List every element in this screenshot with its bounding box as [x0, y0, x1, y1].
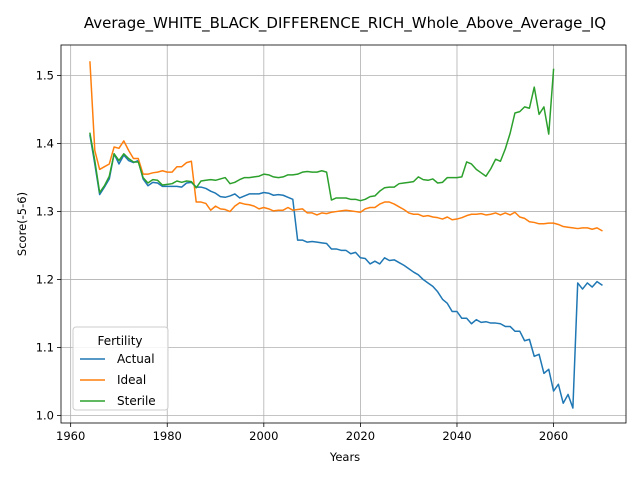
series-line-actual [89, 134, 603, 409]
x-tick-label: 1960 [56, 429, 85, 443]
y-tick-label: 1.1 [36, 341, 54, 355]
x-tick-label: 2020 [346, 429, 375, 443]
series-line-sterile [89, 68, 555, 202]
y-tick-label: 1.0 [36, 409, 54, 423]
axis-ticks: 1960 1980 2000 2020 2040 2060 1.0 1.1 1.2 1.3 1.4 1… [36, 69, 569, 443]
x-tick-label: 2040 [442, 429, 471, 443]
x-tick-label: 1980 [153, 429, 182, 443]
x-axis-label: Years [329, 450, 360, 464]
series-line-ideal [89, 61, 603, 232]
legend-label-actual: Actual [117, 352, 155, 366]
legend-label-ideal: Ideal [117, 373, 146, 387]
y-tick-label: 1.2 [36, 273, 54, 287]
y-tick-label: 1.4 [36, 137, 54, 151]
x-tick-label: 2000 [249, 429, 278, 443]
legend: Fertility Actual Ideal Sterile [72, 326, 169, 411]
legend-label-sterile: Sterile [117, 394, 156, 408]
y-tick-label: 1.3 [36, 205, 54, 219]
chart-title: Average_WHITE_BLACK_DIFFERENCE_RICH_Whol… [84, 14, 606, 33]
series-layer [89, 61, 603, 409]
legend-title: Fertility [97, 334, 142, 348]
y-tick-label: 1.5 [36, 69, 54, 83]
x-tick-label: 2060 [539, 429, 568, 443]
y-axis-label: Score(-5-6) [15, 192, 29, 256]
legend-box [72, 326, 169, 411]
plot-frame [60, 44, 627, 424]
